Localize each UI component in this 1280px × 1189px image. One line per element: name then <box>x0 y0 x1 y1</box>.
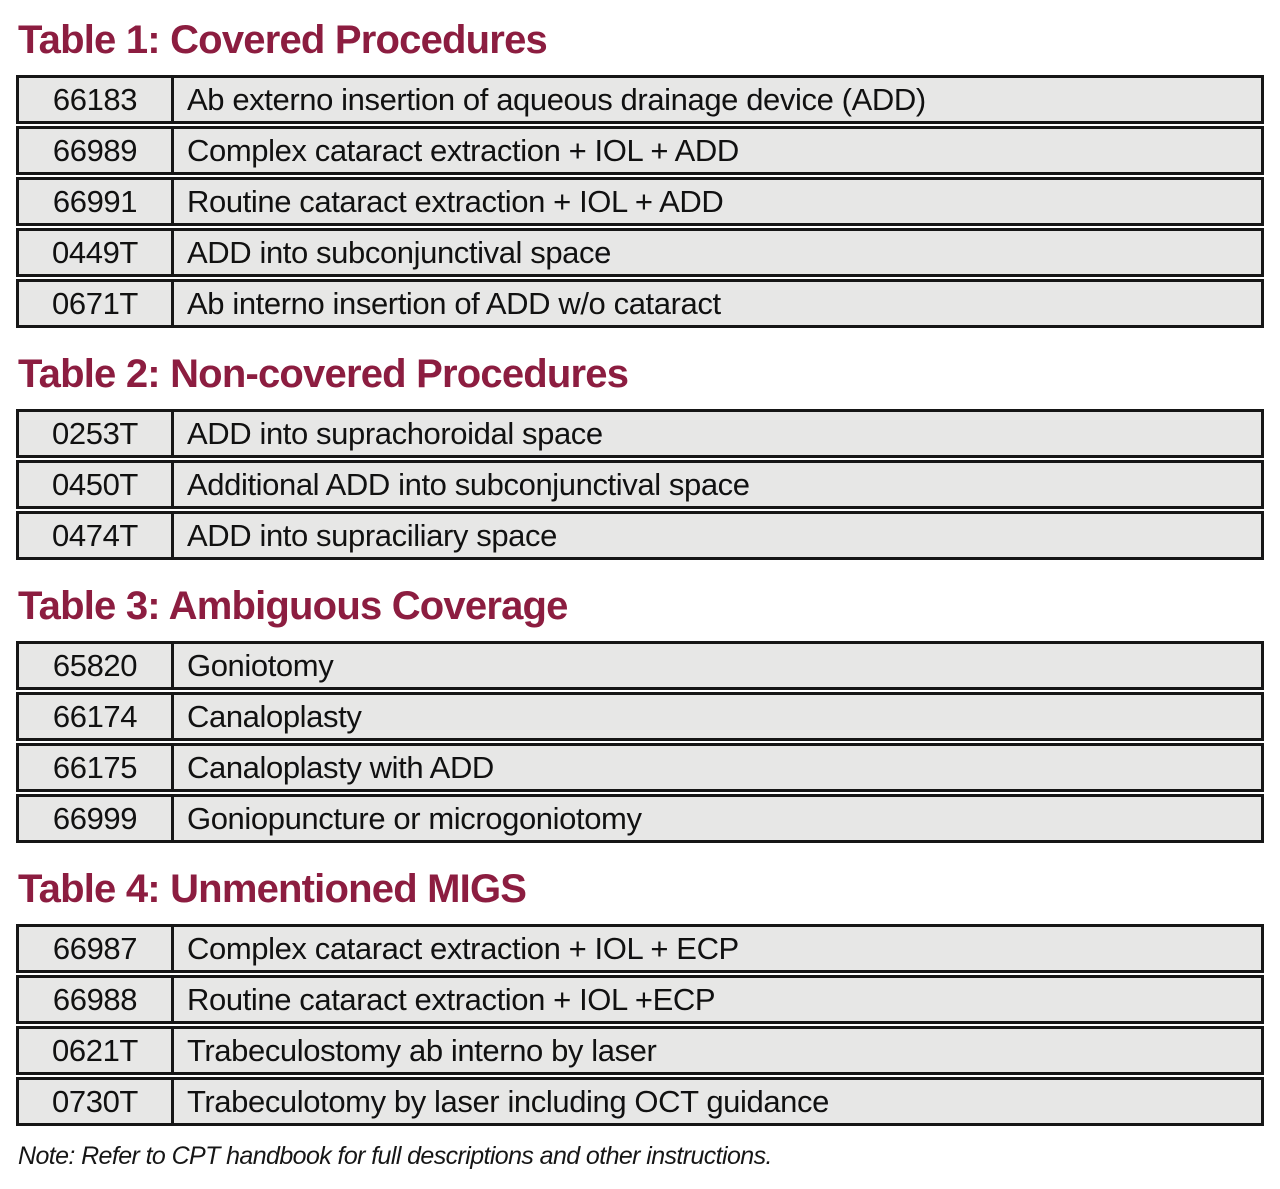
cpt-table: 65820 Goniotomy 66174 Canaloplasty 66175… <box>16 641 1264 843</box>
table-title: Table 1: Covered Procedures <box>18 18 548 62</box>
code-cell: 66991 <box>16 177 174 226</box>
description-cell: Goniotomy <box>174 641 1264 690</box>
cpt-table: 0253T ADD into suprachoroidal space 0450… <box>16 409 1264 560</box>
cpt-table: 66183 Ab externo insertion of aqueous dr… <box>16 75 1264 328</box>
table-row: 66999 Goniopuncture or microgoniotomy <box>16 794 1264 843</box>
description-cell: Ab externo insertion of aqueous drainage… <box>174 75 1264 124</box>
table-row: 0450T Additional ADD into subconjunctiva… <box>16 460 1264 509</box>
description-cell: ADD into supraciliary space <box>174 511 1264 560</box>
code-cell: 0253T <box>16 409 174 458</box>
description-cell: Goniopuncture or microgoniotomy <box>174 794 1264 843</box>
description-cell: Complex cataract extraction + IOL + ECP <box>174 924 1264 973</box>
code-cell: 0671T <box>16 279 174 328</box>
table-row: 65820 Goniotomy <box>16 641 1264 690</box>
table-row: 66991 Routine cataract extraction + IOL … <box>16 177 1264 226</box>
footnote: Note: Refer to CPT handbook for full des… <box>18 1142 772 1170</box>
table-row: 66175 Canaloplasty with ADD <box>16 743 1264 792</box>
code-cell: 66175 <box>16 743 174 792</box>
table-row: 0449T ADD into subconjunctival space <box>16 228 1264 277</box>
description-cell: Complex cataract extraction + IOL + ADD <box>174 126 1264 175</box>
table-row: 66174 Canaloplasty <box>16 692 1264 741</box>
code-cell: 66987 <box>16 924 174 973</box>
table-row: 66987 Complex cataract extraction + IOL … <box>16 924 1264 973</box>
table-block: Table 3: Ambiguous Coverage 65820 Goniot… <box>16 584 1264 843</box>
code-cell: 66174 <box>16 692 174 741</box>
description-cell: Ab interno insertion of ADD w/o cataract <box>174 279 1264 328</box>
code-cell: 66988 <box>16 975 174 1024</box>
code-cell: 65820 <box>16 641 174 690</box>
code-cell: 0449T <box>16 228 174 277</box>
table-row: 0474T ADD into supraciliary space <box>16 511 1264 560</box>
table-block: Table 2: Non-covered Procedures 0253T AD… <box>16 352 1264 560</box>
table-row: 0253T ADD into suprachoroidal space <box>16 409 1264 458</box>
description-cell: Trabeculostomy ab interno by laser <box>174 1026 1264 1075</box>
code-cell: 66989 <box>16 126 174 175</box>
table-row: 0621T Trabeculostomy ab interno by laser <box>16 1026 1264 1075</box>
code-cell: 0474T <box>16 511 174 560</box>
tables-container: Table 1: Covered Procedures 66183 Ab ext… <box>16 18 1264 1126</box>
table-row: 0730T Trabeculotomy by laser including O… <box>16 1077 1264 1126</box>
description-cell: ADD into suprachoroidal space <box>174 409 1264 458</box>
table-row: 66989 Complex cataract extraction + IOL … <box>16 126 1264 175</box>
description-cell: Additional ADD into subconjunctival spac… <box>174 460 1264 509</box>
table-row: 66183 Ab externo insertion of aqueous dr… <box>16 75 1264 124</box>
table-row: 0671T Ab interno insertion of ADD w/o ca… <box>16 279 1264 328</box>
code-cell: 0621T <box>16 1026 174 1075</box>
description-cell: Canaloplasty with ADD <box>174 743 1264 792</box>
description-cell: Trabeculotomy by laser including OCT gui… <box>174 1077 1264 1126</box>
table-title: Table 3: Ambiguous Coverage <box>18 584 568 628</box>
table-title: Table 4: Unmentioned MIGS <box>18 867 527 911</box>
code-cell: 66999 <box>16 794 174 843</box>
description-cell: Routine cataract extraction + IOL +ECP <box>174 975 1264 1024</box>
table-block: Table 4: Unmentioned MIGS 66987 Complex … <box>16 867 1264 1126</box>
code-cell: 0730T <box>16 1077 174 1126</box>
cpt-table: 66987 Complex cataract extraction + IOL … <box>16 924 1264 1126</box>
description-cell: ADD into subconjunctival space <box>174 228 1264 277</box>
table-row: 66988 Routine cataract extraction + IOL … <box>16 975 1264 1024</box>
code-cell: 0450T <box>16 460 174 509</box>
table-title: Table 2: Non-covered Procedures <box>18 352 629 396</box>
table-block: Table 1: Covered Procedures 66183 Ab ext… <box>16 18 1264 328</box>
description-cell: Canaloplasty <box>174 692 1264 741</box>
description-cell: Routine cataract extraction + IOL + ADD <box>174 177 1264 226</box>
code-cell: 66183 <box>16 75 174 124</box>
